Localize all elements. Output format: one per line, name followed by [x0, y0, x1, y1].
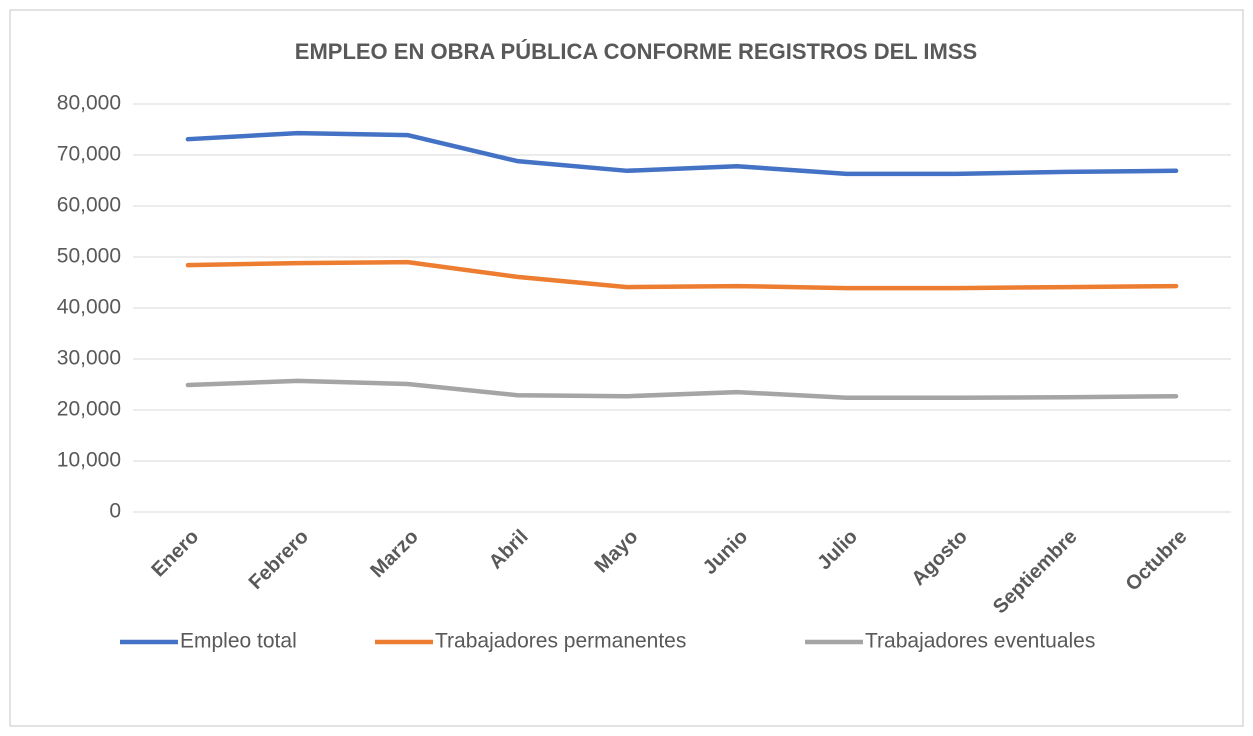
legend-label: Trabajadores eventuales [865, 630, 1095, 653]
y-tick-label: 70,000 [57, 143, 121, 166]
y-tick-label: 30,000 [57, 347, 121, 370]
y-tick-label: 50,000 [57, 245, 121, 268]
chart-border [9, 9, 1244, 727]
series-line [185, 130, 1179, 177]
series-line [185, 259, 1179, 291]
y-tick-label: 0 [109, 500, 121, 523]
y-tick-label: 20,000 [57, 398, 121, 421]
y-tick-label: 60,000 [57, 194, 121, 217]
legend-label: Empleo total [180, 630, 297, 653]
chart-title: EMPLEO EN OBRA PÚBLICA CONFORME REGISTRO… [295, 39, 977, 64]
y-tick-label: 10,000 [57, 449, 121, 472]
legend-label: Trabajadores permanentes [435, 630, 686, 653]
series-line [185, 378, 1179, 401]
y-tick-label: 40,000 [57, 296, 121, 319]
y-tick-label: 80,000 [57, 92, 121, 115]
